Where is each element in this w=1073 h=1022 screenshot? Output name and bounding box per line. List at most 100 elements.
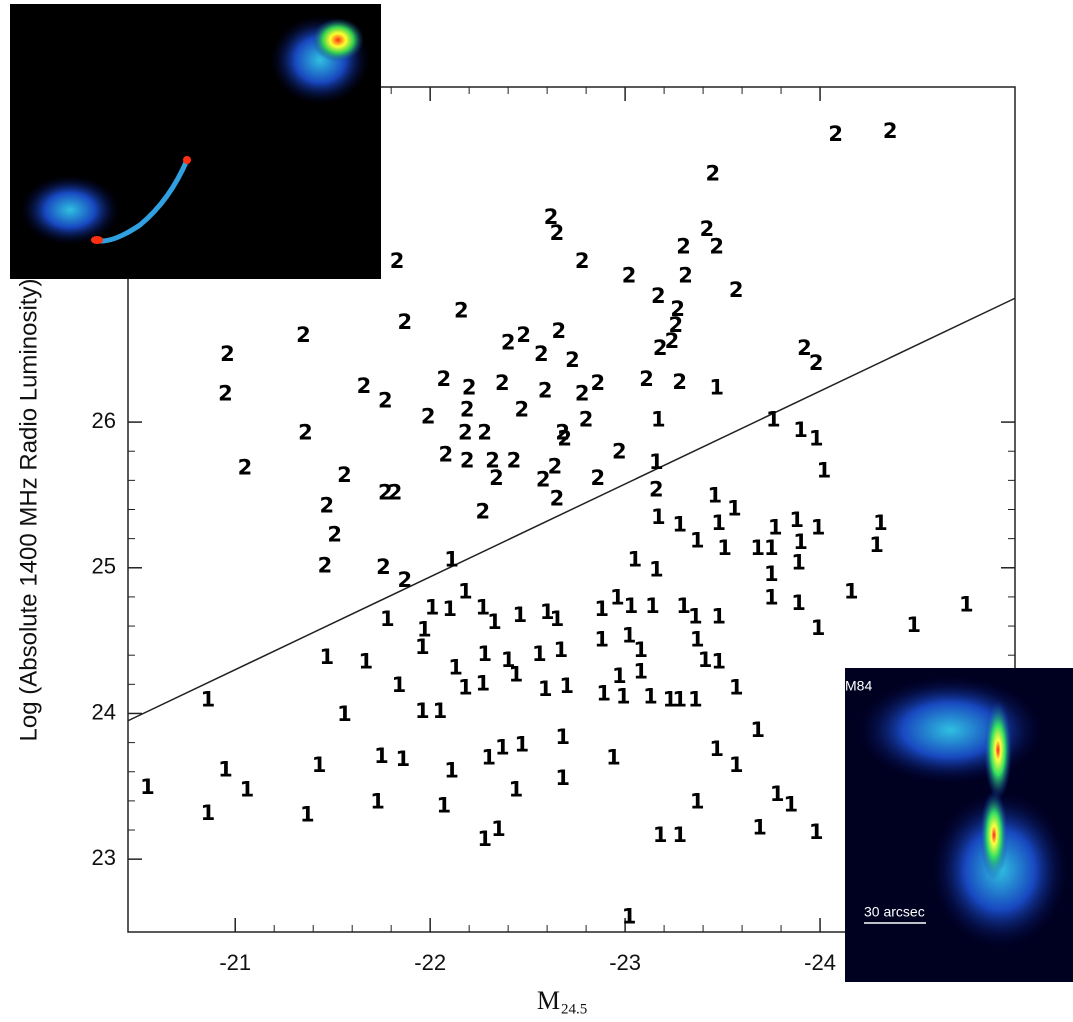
dividing-line — [127, 297, 1016, 722]
data-point: 1 — [444, 759, 459, 783]
data-point: 2 — [458, 421, 473, 445]
data-point: 2 — [709, 234, 724, 258]
x-tick-label: -21 — [219, 950, 251, 975]
data-point: 1 — [717, 536, 732, 560]
y-tick-label: 24 — [92, 699, 116, 724]
data-point: 2 — [534, 342, 549, 366]
data-point: 1 — [374, 744, 389, 768]
data-point: 1 — [672, 823, 687, 847]
data-point: 1 — [707, 483, 722, 507]
data-point: 1 — [663, 687, 678, 711]
data-point: 2 — [218, 381, 233, 405]
inset-image-m84: M84 30 arcsec — [845, 668, 1073, 982]
data-point: 1 — [312, 753, 327, 777]
data-point: 1 — [606, 746, 621, 770]
x-tick-label: -23 — [609, 950, 641, 975]
data-point: 2 — [462, 376, 477, 400]
data-point: 2 — [653, 336, 668, 360]
data-point: 1 — [959, 593, 974, 617]
data-point: 1 — [633, 638, 648, 662]
x-tick-label: -24 — [804, 950, 836, 975]
data-point: 1 — [690, 628, 705, 652]
data-point: 1 — [709, 737, 724, 761]
data-point: 1 — [433, 699, 448, 723]
data-point: 2 — [622, 263, 637, 287]
data-point: 1 — [337, 702, 352, 726]
y-tick-label: 26 — [92, 408, 116, 433]
data-point: 2 — [376, 555, 391, 579]
data-point: 2 — [390, 249, 405, 273]
data-point: 1 — [380, 607, 395, 631]
data-point: 1 — [688, 687, 703, 711]
data-point: 2 — [670, 297, 685, 321]
data-point: 2 — [579, 408, 594, 432]
data-point: 2 — [298, 421, 313, 445]
data-point: 2 — [651, 284, 666, 308]
x-axis-label: M — [537, 986, 560, 1015]
data-point: 2 — [514, 397, 529, 421]
data-point: 1 — [690, 529, 705, 553]
data-point: 2 — [550, 221, 565, 245]
data-point: 2 — [477, 421, 492, 445]
data-point: 1 — [645, 594, 660, 618]
data-point: 1 — [514, 733, 529, 757]
data-point: 2 — [388, 480, 403, 504]
y-tick-label: 25 — [92, 554, 116, 579]
data-point: 2 — [552, 319, 567, 343]
data-point: 2 — [460, 448, 475, 472]
data-point: 1 — [676, 594, 691, 618]
data-point: 1 — [550, 607, 565, 631]
data-point: 2 — [436, 367, 451, 391]
data-point: 1 — [651, 505, 666, 529]
data-point: 1 — [240, 778, 255, 802]
data-point: 1 — [729, 676, 744, 700]
data-point: 2 — [296, 323, 311, 347]
data-point: 1 — [764, 536, 779, 560]
x-axis-label-sub: 24.5 — [561, 1001, 587, 1017]
data-point: 1 — [501, 648, 516, 672]
data-point: 1 — [793, 530, 808, 554]
data-point: 2 — [421, 405, 436, 429]
data-point: 2 — [485, 448, 500, 472]
data-point: 1 — [140, 775, 155, 799]
data-point: 2 — [501, 330, 516, 354]
data-point: 1 — [415, 635, 430, 659]
data-point: 1 — [477, 642, 492, 666]
data-point: 1 — [649, 558, 664, 582]
data-point: 2 — [700, 217, 715, 241]
data-point: 1 — [370, 789, 385, 813]
data-point: 2 — [883, 119, 898, 143]
data-point: 1 — [555, 766, 570, 790]
data-point: 1 — [300, 802, 315, 826]
data-point: 1 — [789, 508, 804, 532]
x-tick-label: -22 — [414, 950, 446, 975]
scale-bar-label: 30 arcsec — [864, 904, 925, 920]
data-point: 1 — [532, 642, 547, 666]
data-point: 1 — [809, 427, 824, 451]
data-point: 1 — [869, 533, 884, 557]
data-point: 2 — [591, 466, 606, 490]
inset-image-jet — [10, 4, 381, 279]
data-point: 2 — [538, 378, 553, 402]
data-point: 2 — [678, 263, 693, 287]
data-point: 2 — [516, 323, 531, 347]
inset-label: M84 — [845, 678, 872, 694]
data-point: 1 — [487, 610, 502, 634]
data-point: 1 — [417, 617, 432, 641]
data-point: 1 — [458, 580, 473, 604]
data-point: 2 — [591, 371, 606, 395]
data-point: 1 — [727, 497, 742, 521]
data-point: 1 — [444, 547, 459, 571]
data-point: 1 — [475, 671, 490, 695]
data-point: 1 — [750, 718, 765, 742]
data-point: 1 — [844, 580, 859, 604]
data-point: 1 — [817, 459, 832, 483]
data-point: 2 — [809, 351, 824, 375]
data-point: 2 — [378, 389, 393, 413]
data-point: 1 — [711, 511, 726, 535]
data-point: 2 — [320, 494, 335, 518]
data-point: 1 — [906, 613, 921, 637]
data-point: 1 — [559, 674, 574, 698]
data-point: 1 — [784, 792, 799, 816]
